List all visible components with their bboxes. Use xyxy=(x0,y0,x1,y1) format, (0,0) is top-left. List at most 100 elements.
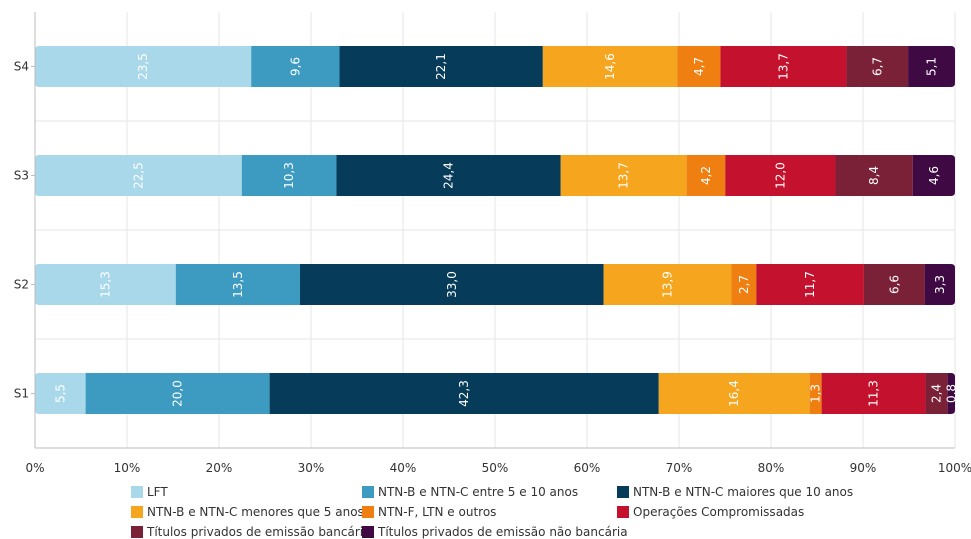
bar-value-label: 3,3 xyxy=(933,275,947,294)
bar-value-label: 2,4 xyxy=(930,384,944,403)
bar-value-label: 13,9 xyxy=(661,271,675,298)
bar-value-label: 16,4 xyxy=(727,380,741,407)
bar-value-label: 13,7 xyxy=(617,162,631,189)
bar-segment xyxy=(835,155,913,196)
y-tick-label: S1 xyxy=(14,387,29,401)
bar-value-label: 4,7 xyxy=(692,57,706,76)
x-tick-label: 70% xyxy=(666,461,693,475)
bar-segment xyxy=(809,373,822,414)
bar-value-label: 6,7 xyxy=(870,57,884,76)
bar-value-label: 12,0 xyxy=(773,162,787,189)
bar-segment xyxy=(658,373,810,414)
legend-label: Operações Compromissadas xyxy=(633,505,804,519)
bar-segment xyxy=(251,46,340,87)
x-tick-label: 20% xyxy=(206,461,233,475)
y-tick-label: S3 xyxy=(14,169,29,183)
bar-value-label: 24,4 xyxy=(442,162,456,189)
legend-label: NTN-B e NTN-C menores que 5 anos xyxy=(147,505,364,519)
bar-value-label: 42,3 xyxy=(457,380,471,407)
bar-segment xyxy=(269,373,659,414)
bar-segment xyxy=(35,264,176,305)
x-tick-label: 90% xyxy=(850,461,877,475)
bar-value-label: 5,1 xyxy=(925,57,939,76)
bar-value-label: 1,3 xyxy=(809,384,823,403)
bar-value-label: 11,7 xyxy=(803,271,817,298)
bar-segment xyxy=(542,46,678,87)
bar-value-label: 11,3 xyxy=(867,380,881,407)
bar-value-label: 13,5 xyxy=(231,271,245,298)
legend-swatch xyxy=(362,486,374,498)
legend-swatch xyxy=(617,486,629,498)
legend-label: Títulos privados de emissão não bancária xyxy=(377,525,628,539)
bar-segment xyxy=(35,155,242,196)
bar-segment xyxy=(846,46,909,87)
bar-segment xyxy=(821,373,926,414)
bar-segment xyxy=(339,46,543,87)
bar-value-label: 9,6 xyxy=(288,57,302,76)
bar-segment xyxy=(912,155,955,196)
bar-value-label: 4,6 xyxy=(927,166,941,185)
legend-label: NTN-F, LTN e outros xyxy=(378,505,496,519)
bar-value-label: 5,5 xyxy=(53,384,67,403)
bars: 23,5 9,6 22,1 14,6 4,7 13,7 6,7 5,1 22,5 10,3 24,4… xyxy=(35,46,958,414)
bar-segment xyxy=(336,155,561,196)
bar-segment xyxy=(241,155,337,196)
x-tick-label: 40% xyxy=(390,461,417,475)
legend-swatch xyxy=(362,526,374,538)
bar-value-label: 13,7 xyxy=(776,53,790,80)
bar-segment xyxy=(175,264,300,305)
y-tick-label: S4 xyxy=(14,60,29,74)
legend-label: NTN-B e NTN-C maiores que 10 anos xyxy=(633,485,853,499)
bar-segment xyxy=(35,46,252,87)
bar-segment xyxy=(725,155,836,196)
bar-segment xyxy=(686,155,726,196)
bar-value-label: 10,3 xyxy=(282,162,296,189)
bar-value-label: 22,1 xyxy=(434,53,448,80)
bar-value-label: 8,4 xyxy=(867,166,881,185)
bar-segment xyxy=(908,46,955,87)
x-tick-label: 50% xyxy=(482,461,509,475)
bar-value-label: 0,8 xyxy=(944,384,958,403)
legend-swatch xyxy=(131,486,143,498)
x-tick-label: 80% xyxy=(758,461,785,475)
bar-segment xyxy=(560,155,687,196)
legend-swatch xyxy=(131,506,143,518)
axes: 0% 10% 20% 30% 40% 50% 60% 70% 80% 90% 100% S4 S3 S2 S… xyxy=(14,12,971,475)
legend-swatch xyxy=(362,506,374,518)
legend-label: Títulos privados de emissão bancária xyxy=(146,525,370,539)
bar-segment xyxy=(925,373,948,414)
bar-segment xyxy=(35,373,86,414)
legend: LFT NTN-B e NTN-C entre 5 e 10 anos NTN-B … xyxy=(131,485,853,539)
bar-value-label: 23,5 xyxy=(136,53,150,80)
bar-segment xyxy=(299,264,604,305)
bar-segment xyxy=(947,373,955,414)
bar-value-label: 6,6 xyxy=(887,275,901,294)
bar-segment xyxy=(603,264,732,305)
bar-segment xyxy=(863,264,925,305)
bar-value-label: 15,3 xyxy=(98,271,112,298)
x-tick-label: 100% xyxy=(938,461,971,475)
bar-segment xyxy=(731,264,757,305)
bar-value-label: 22,5 xyxy=(131,162,145,189)
bar-value-label: 33,0 xyxy=(445,271,459,298)
bar-value-label: 2,7 xyxy=(737,275,751,294)
x-tick-label: 10% xyxy=(114,461,141,475)
x-tick-label: 30% xyxy=(298,461,325,475)
bar-value-label: 4,2 xyxy=(699,166,713,185)
bar-segment xyxy=(924,264,955,305)
y-tick-label: S2 xyxy=(14,278,29,292)
bar-value-label: 14,6 xyxy=(603,53,617,80)
legend-label: LFT xyxy=(147,485,168,499)
bar-segment xyxy=(677,46,721,87)
legend-swatch xyxy=(131,526,143,538)
bar-segment xyxy=(720,46,847,87)
bar-value-label: 20,0 xyxy=(171,380,185,407)
bar-segment xyxy=(756,264,864,305)
legend-label: NTN-B e NTN-C entre 5 e 10 anos xyxy=(378,485,578,499)
legend-swatch xyxy=(617,506,629,518)
bar-segment xyxy=(85,373,270,414)
x-tick-label: 60% xyxy=(574,461,601,475)
x-tick-label: 0% xyxy=(25,461,44,475)
